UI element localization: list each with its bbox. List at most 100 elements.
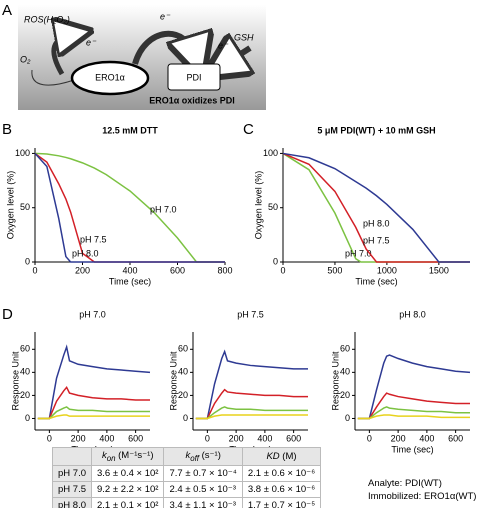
table-cell: 3.8 ± 0.6 × 10⁻⁶	[241, 480, 322, 498]
series-line	[357, 414, 470, 420]
x-tick-label: 0	[367, 433, 372, 443]
series-line	[282, 152, 470, 263]
series-label: pH 7.0	[150, 204, 177, 214]
chart-title: pH 7.0	[79, 309, 106, 319]
chart-title: 12.5 mM DTT	[102, 125, 158, 135]
y-axis-label: Response Unit	[330, 351, 340, 411]
x-axis-label: Time (sec)	[109, 276, 151, 286]
arrow	[132, 34, 196, 64]
y-tick-label: 60	[340, 344, 350, 354]
ero1-node	[70, 60, 150, 96]
y-tick-label: 60	[178, 344, 188, 354]
x-tick-label: 400	[99, 433, 114, 443]
y-tick-label: 100	[15, 148, 30, 158]
subscript: on	[106, 453, 116, 463]
panel-label: C	[243, 121, 254, 138]
header-row: kon (M⁻¹s⁻¹) koff (s⁻¹) KD (M)	[52, 447, 322, 466]
table-cell: 3.4 ± 1.1 × 10⁻³	[163, 496, 243, 508]
label: ERO1α	[95, 72, 125, 82]
chart-title: pH 7.5	[237, 309, 264, 319]
header-cell: KD (M)	[241, 447, 322, 466]
x-tick-label: 600	[448, 433, 463, 443]
diagram: ROS(H₂O₂) e⁻ O₂ e⁻ ERO1α PDI e⁻ GSH ERO1…	[18, 5, 266, 110]
table-cell: pH 7.0	[52, 464, 92, 482]
y-tick-label: 100	[263, 148, 278, 158]
label: GSH	[234, 32, 254, 42]
label: e⁻	[160, 11, 171, 21]
series-line	[195, 388, 308, 420]
table-row: pH 7.0 3.6 ± 0.4 × 10² 7.7 ± 0.7 × 10⁻⁴ 2.1…	[52, 464, 322, 482]
label: ROS(H₂O₂)	[24, 14, 70, 24]
series-line	[357, 392, 470, 420]
table-cell: pH 8.0	[52, 496, 92, 508]
arrow	[31, 69, 75, 86]
series-line	[357, 354, 471, 420]
chart-title: 5 μM PDI(WT) + 10 mM GSH	[317, 125, 435, 135]
y-tick-label: 50	[20, 202, 30, 212]
table-cell: 2.4 ± 0.5 × 10⁻³	[163, 480, 243, 498]
symbol: KD	[266, 450, 280, 462]
series-label: pH 7.5	[80, 234, 107, 244]
series-label: pH 8.0	[72, 248, 99, 258]
unit: (s⁻¹)	[198, 450, 221, 461]
series-label: pH 8.0	[363, 218, 390, 228]
series-line	[37, 414, 150, 420]
y-tick-label: 0	[25, 256, 30, 266]
y-axis-label: Oxygen level (%)	[253, 171, 263, 240]
x-axis-label: Time (sec)	[391, 444, 433, 454]
label: O₂	[20, 54, 31, 64]
header-cell: kon (M⁻¹s⁻¹)	[90, 447, 165, 466]
series-label: pH 7.5	[363, 235, 390, 245]
table-cell: 2.1 ± 0.6 × 10⁻⁶	[241, 464, 322, 482]
y-tick-label: 20	[178, 390, 188, 400]
x-tick-label: 400	[257, 433, 272, 443]
series-line	[37, 385, 150, 420]
symbol: kon	[101, 450, 116, 463]
table-cell: 9.2 ± 2.2 × 10²	[90, 480, 165, 498]
panel-label: A	[2, 2, 12, 19]
y-tick-label: 40	[340, 367, 350, 377]
x-tick-label: 200	[229, 433, 244, 443]
x-tick-label: 500	[327, 265, 342, 275]
y-tick-label: 0	[345, 413, 350, 423]
subscript: off	[190, 453, 199, 463]
table-row: pH 7.5 9.2 ± 2.2 × 10² 2.4 ± 0.5 × 10⁻³ 3.8…	[52, 480, 322, 498]
y-axis-label: Oxygen level (%)	[5, 171, 15, 240]
x-tick-label: 1000	[377, 265, 397, 275]
table-cell: 7.7 ± 0.7 × 10⁻⁴	[163, 464, 243, 482]
corner-cell	[52, 447, 92, 466]
arrow	[222, 48, 250, 66]
x-tick-label: 0	[47, 433, 52, 443]
y-tick-label: 20	[20, 390, 30, 400]
x-tick-label: 600	[170, 265, 185, 275]
x-tick-label: 600	[286, 433, 301, 443]
x-tick-label: 0	[32, 265, 37, 275]
series-line	[37, 406, 150, 420]
table-cell: 3.6 ± 0.4 × 10²	[90, 464, 165, 482]
pdi-node	[167, 63, 221, 91]
kinetics-table: kon (M⁻¹s⁻¹) koff (s⁻¹) KD (M) pH 7.0 3.6 ± …	[52, 447, 322, 508]
header-cell: koff (s⁻¹)	[163, 447, 243, 466]
y-tick-label: 20	[340, 390, 350, 400]
x-tick-label: 0	[205, 433, 210, 443]
symbol: koff	[185, 450, 199, 463]
x-tick-label: 200	[391, 433, 406, 443]
series-label: pH 7.0	[345, 248, 372, 258]
table-row: pH 8.0 2.1 ± 0.1 × 10² 3.4 ± 1.1 × 10⁻³ 1.7…	[52, 496, 322, 508]
x-tick-label: 0	[280, 265, 285, 275]
x-tick-label: 400	[122, 265, 137, 275]
x-tick-label: 800	[217, 265, 232, 275]
series-line	[195, 406, 308, 420]
x-axis-label: Time (sec)	[355, 276, 397, 286]
x-tick-label: 400	[419, 433, 434, 443]
table-cell: pH 7.5	[52, 480, 92, 498]
series-line	[357, 406, 470, 420]
series-line	[34, 152, 225, 263]
y-tick-label: 40	[178, 367, 188, 377]
y-axis-label: Response Unit	[168, 351, 178, 411]
chart-title: pH 8.0	[399, 309, 426, 319]
table-cell: 1.7 ± 0.7 × 10⁻⁵	[241, 496, 322, 508]
table-cell: 2.1 ± 0.1 × 10²	[90, 496, 165, 508]
unit: (M⁻¹s⁻¹)	[115, 450, 154, 461]
